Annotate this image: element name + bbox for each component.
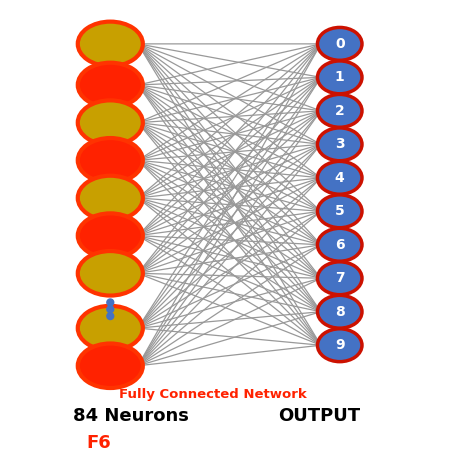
Ellipse shape xyxy=(318,61,362,94)
Ellipse shape xyxy=(318,28,362,60)
Ellipse shape xyxy=(78,100,143,145)
Ellipse shape xyxy=(318,296,362,328)
Circle shape xyxy=(107,313,114,319)
Ellipse shape xyxy=(318,95,362,127)
Text: 6: 6 xyxy=(335,238,345,252)
Text: OUTPUT: OUTPUT xyxy=(278,407,360,425)
Ellipse shape xyxy=(318,329,362,361)
Text: 3: 3 xyxy=(335,137,345,151)
Ellipse shape xyxy=(78,63,143,107)
Text: Fully Connected Network: Fully Connected Network xyxy=(119,388,307,401)
Ellipse shape xyxy=(78,176,143,220)
Ellipse shape xyxy=(318,262,362,295)
Text: 1: 1 xyxy=(335,71,345,84)
Text: 2: 2 xyxy=(335,104,345,118)
Text: F6: F6 xyxy=(86,434,111,452)
Ellipse shape xyxy=(78,251,143,296)
Text: 8: 8 xyxy=(335,305,345,319)
Text: 9: 9 xyxy=(335,338,345,352)
Circle shape xyxy=(107,299,114,306)
Text: 4: 4 xyxy=(335,171,345,185)
Ellipse shape xyxy=(318,228,362,261)
Text: 0: 0 xyxy=(335,37,345,51)
Ellipse shape xyxy=(78,213,143,258)
Text: 5: 5 xyxy=(335,204,345,219)
Ellipse shape xyxy=(78,138,143,183)
Ellipse shape xyxy=(318,128,362,161)
Ellipse shape xyxy=(78,306,143,350)
Text: 7: 7 xyxy=(335,271,345,285)
Ellipse shape xyxy=(318,161,362,194)
Ellipse shape xyxy=(78,22,143,66)
Circle shape xyxy=(107,306,114,313)
Text: 84 Neurons: 84 Neurons xyxy=(73,407,189,425)
Ellipse shape xyxy=(318,195,362,228)
Ellipse shape xyxy=(78,343,143,388)
